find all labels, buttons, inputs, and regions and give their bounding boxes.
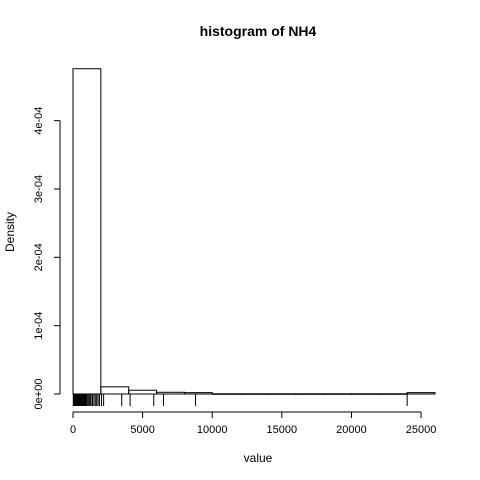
x-axis: 0 5000 10000 15000 20000 25000 bbox=[70, 411, 437, 436]
histogram-bar-0 bbox=[72, 68, 102, 395]
x-tick-label-1: 5000 bbox=[130, 424, 154, 436]
histogram-bar-9 bbox=[323, 393, 352, 395]
x-tick-label-0: 0 bbox=[70, 424, 76, 436]
histogram-bar-2 bbox=[128, 389, 158, 395]
chart-title: histogram of NH4 bbox=[200, 23, 317, 39]
histogram-bar-7 bbox=[267, 393, 297, 395]
y-tick-label-1: 1e-04 bbox=[33, 312, 45, 340]
histogram-bars bbox=[72, 68, 436, 395]
y-tick-label-4: 4e-04 bbox=[33, 107, 45, 135]
histogram-bar-3 bbox=[156, 391, 185, 395]
histogram-bar-8 bbox=[295, 393, 325, 395]
y-tick-label-0: 0e+00 bbox=[33, 379, 45, 410]
histogram-bar-6 bbox=[239, 393, 269, 395]
histogram-bar-11 bbox=[378, 393, 408, 395]
x-tick-label-5: 25000 bbox=[406, 424, 437, 436]
y-axis-label: Density bbox=[3, 212, 17, 252]
histogram-bar-5 bbox=[211, 393, 241, 395]
y-tick-label-3: 3e-04 bbox=[33, 175, 45, 203]
x-tick-label-4: 20000 bbox=[336, 424, 367, 436]
histogram-bar-12 bbox=[406, 392, 436, 395]
histogram-bar-10 bbox=[350, 393, 380, 395]
y-axis: 0e+00 1e-04 2e-04 3e-04 4e-04 bbox=[33, 107, 61, 410]
x-tick-label-2: 10000 bbox=[197, 424, 228, 436]
x-tick-label-3: 15000 bbox=[267, 424, 298, 436]
x-axis-label: value bbox=[244, 451, 273, 465]
y-tick-label-2: 2e-04 bbox=[33, 243, 45, 271]
rug-marks bbox=[72, 394, 408, 406]
histogram-bar-1 bbox=[100, 386, 130, 395]
histogram-bar-4 bbox=[183, 392, 213, 395]
